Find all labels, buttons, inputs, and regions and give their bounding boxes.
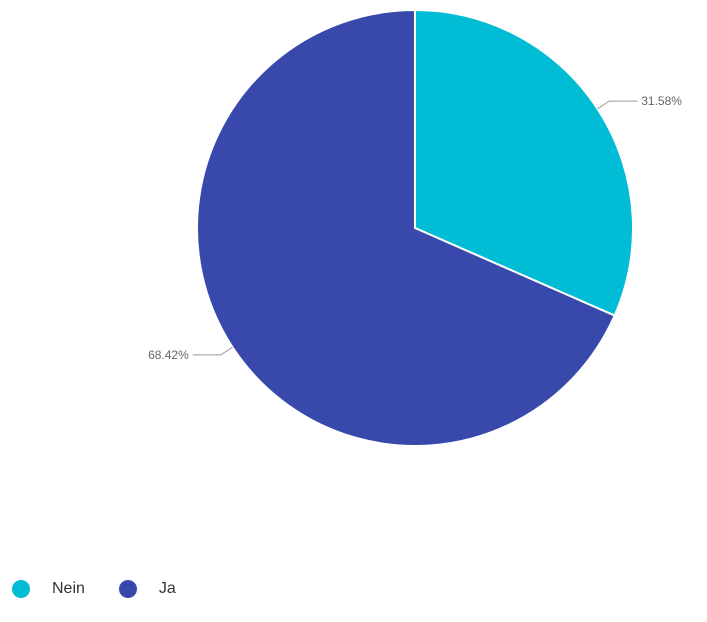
data-labels: 31.58% 68.42% — [148, 94, 682, 362]
data-label-nein: 31.58% — [641, 94, 682, 108]
legend-swatch-nein — [12, 580, 30, 598]
leader-line-nein — [597, 100, 638, 110]
legend-item-nein[interactable]: Nein — [12, 580, 85, 598]
legend: Nein Ja — [12, 580, 176, 598]
leader-lines — [192, 100, 638, 356]
legend-label-nein: Nein — [52, 580, 85, 597]
data-label-ja: 68.42% — [148, 348, 189, 362]
pie-slice-ja[interactable] — [196, 8, 616, 447]
legend-item-ja[interactable]: Ja — [118, 580, 176, 598]
legend-swatch-ja — [118, 580, 137, 598]
legend-label-ja: Ja — [158, 580, 176, 597]
pie-slices — [196, 8, 634, 447]
leader-line-ja — [192, 346, 233, 356]
